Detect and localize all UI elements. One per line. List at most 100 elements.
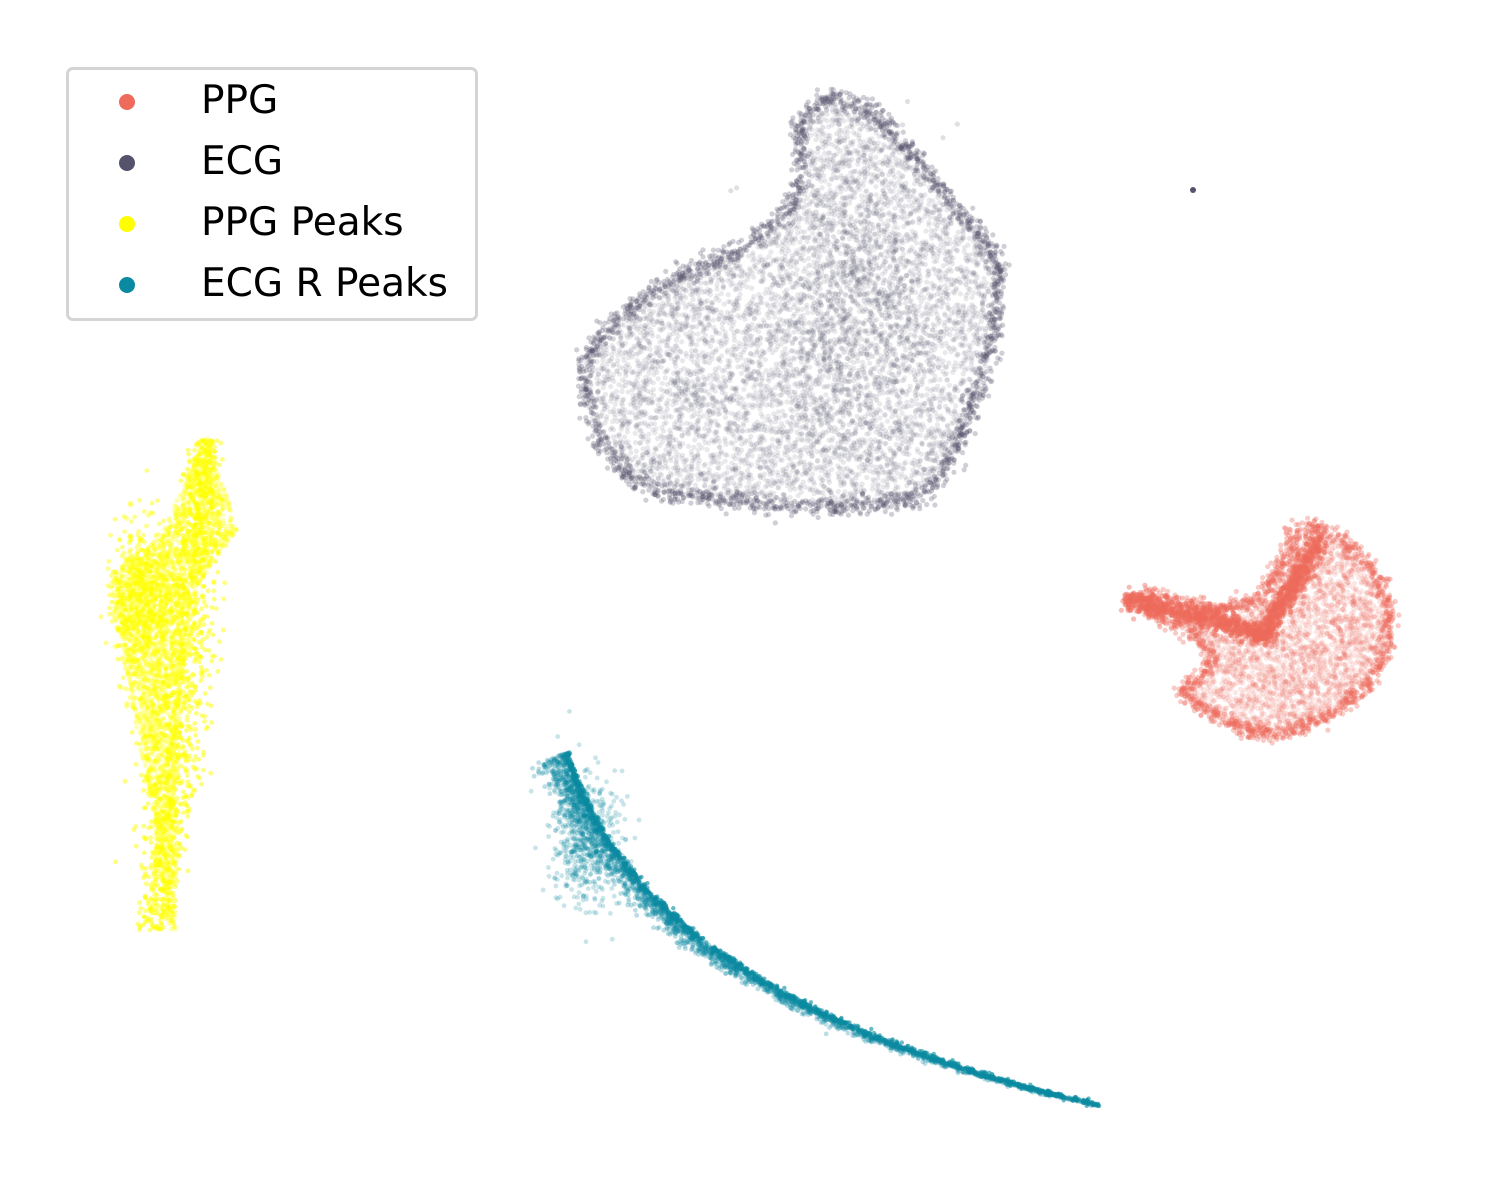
ecg-point xyxy=(767,425,773,431)
ecg-point xyxy=(773,419,779,425)
ecg-point xyxy=(973,251,980,257)
ecg-point xyxy=(893,160,899,166)
ecg-point xyxy=(710,472,716,478)
ecg-point xyxy=(745,451,751,457)
ecg-point xyxy=(982,363,989,369)
ecg-point xyxy=(813,137,819,143)
ecg-point xyxy=(951,290,958,296)
ecg-point xyxy=(692,437,698,443)
ecg-point xyxy=(695,461,701,467)
ecg-point xyxy=(740,475,746,481)
ecg-point xyxy=(744,474,751,480)
ecg-point xyxy=(899,246,906,252)
ecg-point xyxy=(643,363,649,369)
ecg-point xyxy=(716,454,722,461)
ecg-point xyxy=(964,365,971,371)
ecg-point xyxy=(722,414,729,420)
ecg-point xyxy=(854,278,860,284)
ecg-point xyxy=(960,234,967,241)
ecg-point xyxy=(612,411,618,417)
ecg-point xyxy=(633,454,639,460)
ecg-point xyxy=(904,389,910,395)
ecg-point xyxy=(760,278,766,284)
ecg-point xyxy=(931,259,937,265)
ecg-point xyxy=(796,455,803,461)
ecg-point xyxy=(940,358,946,364)
ecg-point xyxy=(695,420,701,426)
ecg-point xyxy=(772,392,778,398)
ecg-point xyxy=(805,310,811,316)
ecg-point xyxy=(794,469,800,475)
ecg-point xyxy=(746,273,752,279)
ecg-point xyxy=(833,264,840,270)
ecg-point xyxy=(867,360,873,366)
ecg-point xyxy=(789,414,795,420)
ecg-point xyxy=(619,444,625,450)
ecg-point xyxy=(919,313,925,319)
ecg-point xyxy=(883,154,889,160)
ecg-point xyxy=(799,431,805,437)
ecg-point xyxy=(882,269,888,275)
ecg-point xyxy=(944,207,950,213)
ecg-point xyxy=(825,150,832,156)
ecg-point xyxy=(794,225,800,231)
ecg-point xyxy=(876,359,882,365)
ecg-point xyxy=(666,321,672,327)
ecg-point xyxy=(622,434,628,440)
ecg-point xyxy=(739,441,745,447)
ecg-point xyxy=(965,242,971,248)
ecg-point xyxy=(890,152,896,158)
ecg-point xyxy=(678,320,685,327)
ecg-point xyxy=(835,489,841,495)
ecg-point xyxy=(820,356,827,362)
ecg-point xyxy=(873,464,879,470)
ecg-point xyxy=(680,358,686,364)
ecg-point xyxy=(745,468,751,474)
ecg-point xyxy=(612,439,619,445)
ecg-point xyxy=(887,169,893,175)
ecg-point xyxy=(903,347,909,353)
ecg-point xyxy=(862,157,868,163)
ecg-point xyxy=(892,155,898,162)
ecg-point xyxy=(739,396,745,402)
ecg-point xyxy=(724,347,731,353)
ecg-point xyxy=(873,486,880,493)
ecg-point xyxy=(637,440,643,446)
ecg-point xyxy=(927,378,934,384)
ecg-point xyxy=(615,352,621,358)
ecg-point xyxy=(866,237,872,243)
ecg-point xyxy=(873,184,879,190)
ecg-point xyxy=(908,403,915,409)
ecg-point xyxy=(906,197,912,203)
ecg-point xyxy=(926,201,932,208)
ecg-point xyxy=(912,181,918,187)
ecg-point xyxy=(784,287,790,293)
ecg-point xyxy=(634,351,640,358)
ecg-point xyxy=(921,374,927,380)
ecg-point xyxy=(661,358,667,364)
ecg-point xyxy=(764,323,770,329)
ecg-point xyxy=(681,300,687,306)
ecg-point xyxy=(668,455,674,461)
ecg-point xyxy=(968,409,974,415)
ecg-point xyxy=(932,323,938,330)
ecg-point xyxy=(864,474,870,481)
ecg-point xyxy=(812,166,818,172)
ecg-point xyxy=(793,468,800,475)
ecg-point xyxy=(981,275,987,281)
ecg-point xyxy=(660,414,666,420)
ecg-point xyxy=(932,450,938,456)
ecg-point xyxy=(887,435,893,441)
ecg-point xyxy=(704,447,710,453)
ecg-point xyxy=(665,367,671,373)
ecg-point xyxy=(632,415,639,421)
ecg-point xyxy=(741,416,747,422)
ecg-point xyxy=(746,488,753,494)
ecg-point xyxy=(967,376,973,382)
ecg-point xyxy=(967,344,974,350)
ecg-point xyxy=(731,307,738,313)
ecg-point xyxy=(948,268,955,274)
ecg-point xyxy=(710,376,717,382)
ecg-point xyxy=(722,391,728,397)
